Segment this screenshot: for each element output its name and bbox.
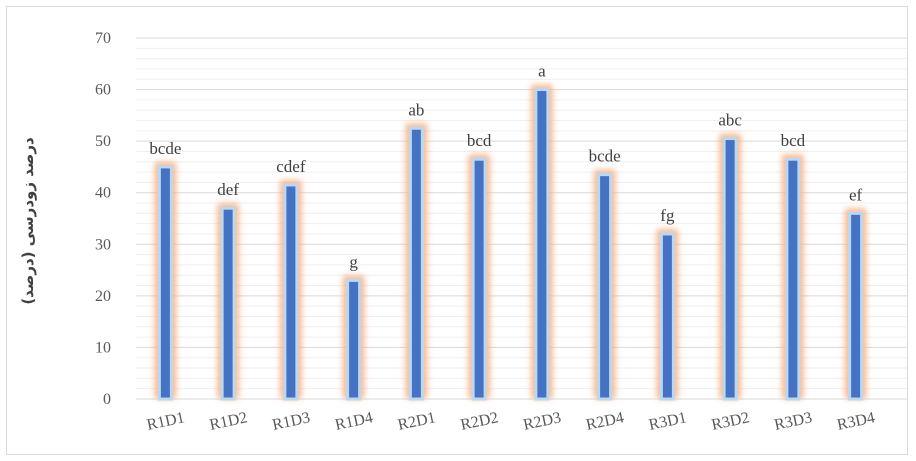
y-tick-label: 50: [95, 133, 111, 150]
x-category-label: R3D4: [836, 409, 877, 434]
x-category-label: R2D1: [396, 409, 437, 434]
data-label: ef: [849, 185, 863, 204]
y-tick-label: 70: [95, 30, 111, 47]
chart-frame: 0 10 20 30 40 50 60 70 bcde def cdef g ab bcd a bcde fg…: [6, 6, 908, 455]
bar-R3D4: [848, 211, 864, 401]
bar-R3D3: [785, 157, 801, 401]
data-label: a: [538, 62, 546, 81]
x-category-label: R3D1: [647, 409, 688, 434]
data-label: g: [349, 252, 358, 271]
data-label: ab: [408, 100, 424, 119]
data-label: bcd: [467, 131, 492, 150]
data-label: cdef: [276, 157, 306, 176]
bar-R3D2: [722, 137, 738, 401]
data-label: def: [217, 180, 239, 199]
y-tick-label: 20: [95, 288, 111, 305]
data-label: bcd: [781, 131, 806, 150]
x-category-label: R1D3: [271, 409, 312, 434]
x-category-label: R3D3: [773, 409, 814, 434]
data-label: bcde: [589, 147, 621, 166]
bar-R1D2: [220, 206, 236, 401]
y-tick-label: 0: [103, 391, 111, 408]
x-category-label: R2D2: [459, 409, 500, 434]
gridlines: [136, 37, 907, 400]
bar-R1D3: [283, 183, 299, 401]
bar-chart: 0 10 20 30 40 50 60 70 bcde def cdef g ab bcd a bcde fg…: [19, 30, 907, 434]
data-label: fg: [660, 206, 675, 225]
bars: [154, 84, 867, 401]
x-category-label: R1D1: [145, 409, 186, 434]
data-label: abc: [718, 111, 742, 130]
y-tick-label: 40: [95, 185, 111, 202]
bar-R1D1: [157, 165, 173, 401]
y-tick-label: 60: [95, 82, 111, 99]
bar-R2D3: [534, 88, 550, 401]
x-category-label: R1D4: [334, 409, 375, 434]
x-category-label: R3D2: [710, 409, 751, 434]
bar-R3D1: [659, 232, 675, 401]
data-label: bcde: [149, 139, 181, 158]
y-tick-label: 10: [95, 339, 111, 356]
bar-R2D4: [597, 173, 613, 401]
x-category-label: R2D4: [585, 409, 626, 434]
y-axis-title: درصد زودرسی (درصد): [19, 137, 37, 305]
x-axis-categories: R1D1 R1D2 R1D3 R1D4 R2D1 R2D2 R2D3 R2D4 R3D1 R3D2…: [145, 409, 876, 434]
x-category-label: R2D3: [522, 409, 563, 434]
bar-R2D2: [471, 157, 487, 401]
y-axis-ticks: 0 10 20 30 40 50 60 70: [95, 30, 111, 408]
bar-R1D4: [346, 278, 362, 401]
y-tick-label: 30: [95, 236, 111, 253]
bar-R2D1: [408, 126, 424, 401]
data-labels: bcde def cdef g ab bcd a bcde fg abc bcd ef: [149, 62, 862, 272]
x-category-label: R1D2: [208, 409, 249, 434]
